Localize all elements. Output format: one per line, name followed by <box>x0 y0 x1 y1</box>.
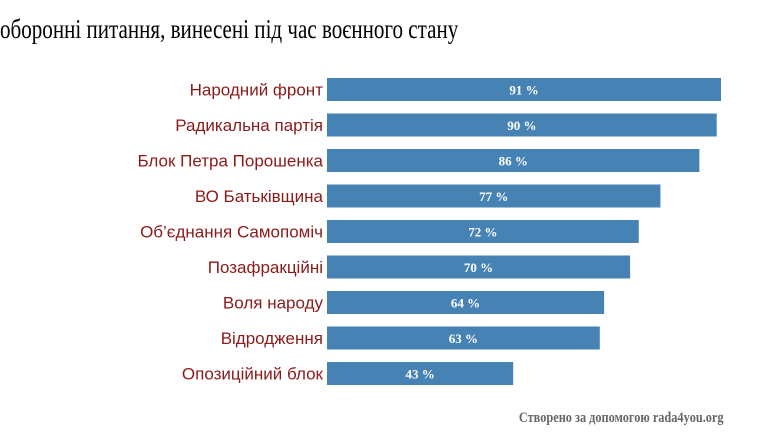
category-label-4: Об’єднання Самопоміч <box>140 223 323 242</box>
value-label-8: 43 % <box>405 367 434 382</box>
category-label-8: Опозиційний блок <box>182 365 324 384</box>
bar-1 <box>327 113 717 137</box>
value-label-0: 91 % <box>509 83 538 98</box>
category-label-5: Позафракційні <box>208 258 323 277</box>
value-label-5: 70 % <box>464 260 493 275</box>
credit-text: Створено за допомогою rada4you.org <box>519 410 724 426</box>
value-label-3: 77 % <box>479 189 508 204</box>
bar-0 <box>327 78 722 101</box>
value-label-6: 64 % <box>451 296 480 311</box>
category-label-0: Народний фронт <box>190 81 324 100</box>
chart-title: оборонні питання, винесені під час воєнн… <box>0 14 459 44</box>
value-label-4: 72 % <box>468 225 497 240</box>
category-label-7: Відродження <box>221 329 323 348</box>
value-label-1: 90 % <box>507 118 536 133</box>
bar-7 <box>327 326 600 350</box>
category-label-1: Радикальна партія <box>175 116 323 135</box>
category-label-6: Воля народу <box>223 294 324 313</box>
bar-8 <box>327 362 514 385</box>
category-label-2: Блок Петра Порошенка <box>137 152 323 171</box>
value-label-2: 86 % <box>499 154 528 169</box>
bar-5 <box>327 255 631 279</box>
value-label-7: 63 % <box>449 331 478 346</box>
category-label-3: ВО Батьківщина <box>195 187 324 206</box>
bar-4 <box>327 220 639 243</box>
bar-6 <box>327 291 605 314</box>
bar-3 <box>327 184 661 208</box>
bar-2 <box>327 149 700 172</box>
